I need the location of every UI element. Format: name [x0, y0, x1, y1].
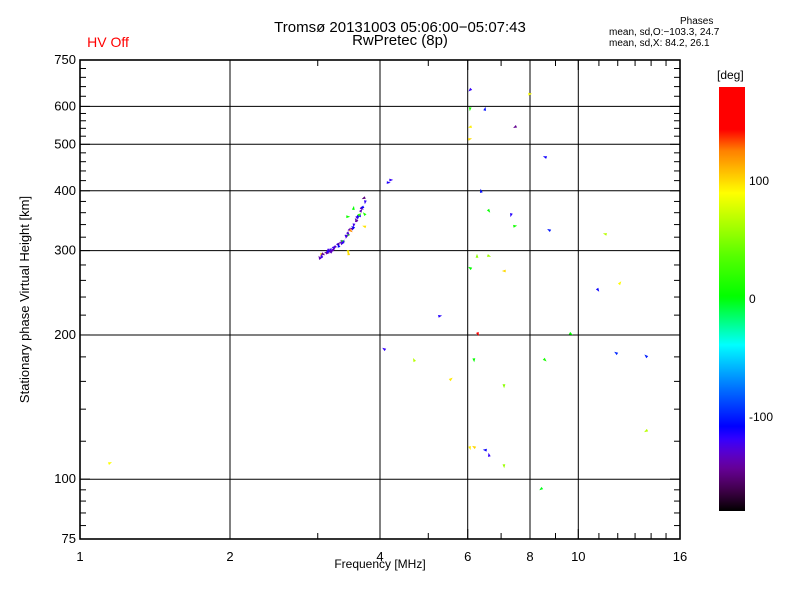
- svg-text:600: 600: [54, 98, 76, 113]
- svg-text:-100: -100: [749, 410, 773, 424]
- svg-text:[deg]: [deg]: [717, 68, 744, 82]
- svg-text:500: 500: [54, 136, 76, 151]
- svg-text:200: 200: [54, 327, 76, 342]
- svg-text:75: 75: [62, 531, 76, 546]
- svg-text:100: 100: [54, 471, 76, 486]
- svg-text:750: 750: [54, 52, 76, 67]
- svg-text:HV Off: HV Off: [87, 34, 129, 50]
- svg-text:Stationary phase Virtual Heigh: Stationary phase Virtual Height [km]: [17, 196, 32, 403]
- svg-text:1: 1: [76, 549, 83, 564]
- svg-text:8: 8: [526, 549, 533, 564]
- svg-text:300: 300: [54, 243, 76, 258]
- svg-text:Phases: Phases: [680, 16, 713, 27]
- svg-text:10: 10: [571, 549, 585, 564]
- svg-text:RwPretec (8p): RwPretec (8p): [352, 32, 448, 49]
- svg-text:16: 16: [673, 549, 687, 564]
- svg-text:mean, sd,X: 84.2, 26.1: mean, sd,X: 84.2, 26.1: [609, 38, 710, 49]
- svg-text:0: 0: [749, 292, 756, 306]
- svg-text:400: 400: [54, 183, 76, 198]
- svg-text:mean, sd,O:−103.3, 24.7: mean, sd,O:−103.3, 24.7: [609, 27, 720, 38]
- svg-text:Frequency [MHz]: Frequency [MHz]: [334, 557, 425, 571]
- svg-text:6: 6: [464, 549, 471, 564]
- svg-text:100: 100: [749, 174, 769, 188]
- svg-text:2: 2: [226, 549, 233, 564]
